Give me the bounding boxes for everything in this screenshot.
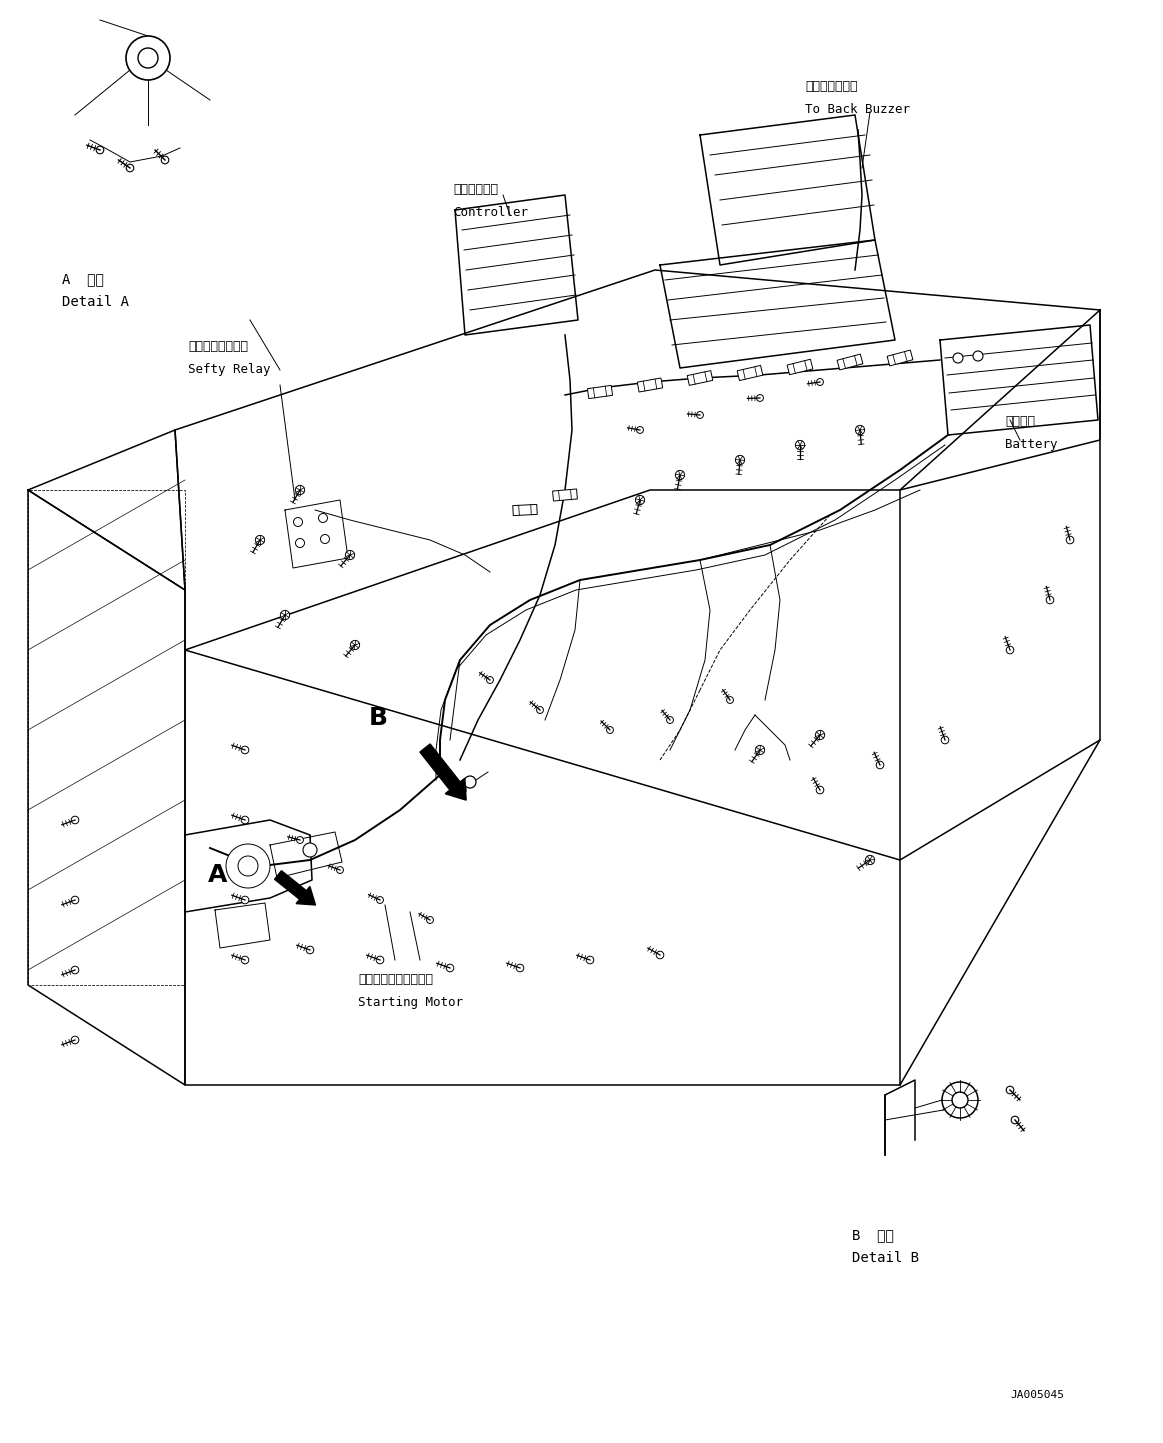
Circle shape [1047, 596, 1054, 603]
Polygon shape [552, 489, 577, 501]
Circle shape [516, 964, 523, 971]
Circle shape [855, 426, 864, 434]
Circle shape [816, 378, 823, 385]
Circle shape [376, 957, 384, 964]
Circle shape [865, 856, 875, 864]
Circle shape [464, 776, 476, 788]
Circle shape [97, 146, 104, 154]
Circle shape [350, 641, 359, 649]
Circle shape [71, 817, 79, 824]
Circle shape [586, 957, 594, 964]
Circle shape [162, 156, 169, 165]
Text: B: B [369, 706, 387, 730]
Circle shape [295, 538, 305, 547]
Polygon shape [787, 359, 813, 375]
Circle shape [71, 967, 79, 974]
Circle shape [876, 762, 884, 769]
Circle shape [241, 957, 249, 964]
Polygon shape [887, 351, 913, 367]
Circle shape [127, 165, 134, 172]
Circle shape [304, 843, 317, 857]
Circle shape [942, 1082, 978, 1118]
Text: To Back Buzzer: To Back Buzzer [805, 102, 909, 115]
Circle shape [607, 727, 613, 733]
Circle shape [656, 951, 664, 958]
Circle shape [377, 896, 384, 903]
Circle shape [297, 837, 304, 843]
Polygon shape [837, 354, 863, 369]
Text: A  詳細: A 詳細 [62, 271, 104, 286]
Circle shape [138, 48, 158, 68]
Circle shape [697, 411, 704, 418]
Text: Starting Motor: Starting Motor [358, 996, 463, 1009]
FancyArrow shape [274, 870, 315, 905]
Circle shape [126, 36, 170, 79]
Circle shape [735, 456, 744, 465]
Circle shape [256, 535, 265, 544]
Circle shape [486, 677, 493, 684]
Circle shape [795, 440, 805, 450]
Circle shape [1066, 537, 1073, 544]
Text: Sefty Relay: Sefty Relay [188, 364, 271, 377]
Circle shape [973, 351, 983, 361]
Text: スターティングモータ: スターティングモータ [358, 973, 433, 986]
Text: Controller: Controller [454, 206, 528, 219]
Polygon shape [687, 371, 713, 385]
Text: バックブザーへ: バックブザーへ [805, 79, 857, 92]
Circle shape [226, 844, 270, 887]
Circle shape [293, 518, 302, 527]
Circle shape [816, 786, 823, 794]
Circle shape [1006, 1087, 1014, 1094]
Circle shape [815, 730, 825, 740]
Circle shape [635, 495, 644, 505]
Text: Detail A: Detail A [62, 294, 129, 309]
Circle shape [454, 784, 466, 797]
Polygon shape [587, 385, 613, 398]
Circle shape [727, 697, 734, 703]
Text: Detail B: Detail B [852, 1251, 919, 1266]
Circle shape [636, 427, 643, 433]
Circle shape [71, 896, 79, 903]
Text: セーフティリレー: セーフティリレー [188, 341, 248, 354]
Circle shape [447, 964, 454, 971]
Circle shape [536, 707, 543, 713]
Circle shape [427, 916, 434, 924]
Circle shape [321, 534, 329, 544]
Circle shape [241, 817, 249, 824]
Circle shape [757, 394, 763, 401]
Circle shape [756, 746, 764, 755]
Circle shape [952, 1092, 968, 1108]
Polygon shape [637, 378, 663, 392]
Polygon shape [737, 365, 763, 381]
Circle shape [1006, 646, 1014, 654]
Circle shape [241, 746, 249, 753]
Polygon shape [513, 505, 537, 515]
Circle shape [319, 514, 328, 522]
Circle shape [241, 896, 249, 903]
Circle shape [71, 1036, 79, 1043]
Text: JA005045: JA005045 [1009, 1390, 1064, 1400]
Text: B  詳細: B 詳細 [852, 1228, 894, 1242]
Circle shape [676, 470, 685, 479]
Circle shape [295, 485, 305, 495]
Circle shape [952, 354, 963, 364]
Circle shape [666, 717, 673, 723]
Circle shape [444, 773, 456, 786]
Text: バッテリ: バッテリ [1005, 416, 1035, 429]
Circle shape [306, 947, 314, 954]
Circle shape [345, 550, 355, 560]
Circle shape [941, 736, 949, 743]
Text: A: A [208, 863, 228, 887]
Circle shape [1011, 1117, 1019, 1124]
Text: コントローラ: コントローラ [454, 183, 498, 196]
Circle shape [238, 856, 258, 876]
FancyArrow shape [420, 745, 466, 799]
Text: Battery: Battery [1005, 439, 1057, 452]
Circle shape [280, 610, 290, 619]
Circle shape [336, 867, 343, 873]
